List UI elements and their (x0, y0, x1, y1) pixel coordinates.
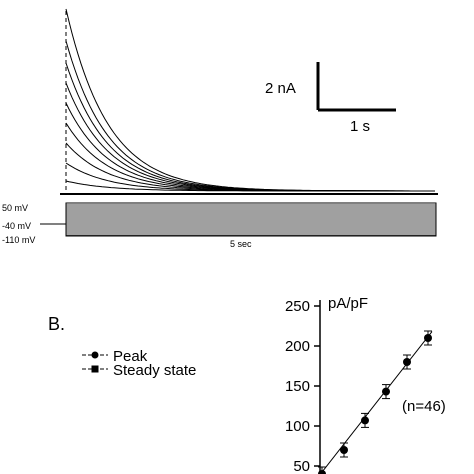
peak-point (340, 446, 348, 454)
legend-peak-label: Peak (113, 348, 148, 365)
peak-point (318, 470, 326, 474)
y-tick-label: 150 (285, 378, 310, 395)
peak-point (403, 358, 411, 366)
current-trace (65, 82, 435, 192)
y-axis-label: pA/pF (328, 295, 368, 312)
error-bar (318, 466, 326, 474)
fit-line (319, 331, 433, 474)
current-trace (65, 62, 435, 192)
y-tick-label: 250 (285, 298, 310, 315)
voltage-label-bottom: -110 mV (2, 235, 35, 245)
current-scale-label: 2 nA (265, 80, 296, 97)
peak-points (318, 330, 432, 474)
panel-b-label: B. (48, 314, 65, 334)
legend-steady-label: Steady state (113, 362, 196, 379)
peak-point (382, 387, 390, 396)
legend-peak-marker (91, 351, 99, 359)
y-tick-label: 50 (293, 458, 310, 474)
y-tick-label: 100 (285, 418, 310, 435)
peak-point (424, 334, 432, 342)
panel-b: B. Peak Steady state 250 200 150 100 50 pA/p… (48, 295, 446, 474)
protocol-frame (65, 202, 437, 237)
time-scale-label: 1 s (350, 118, 370, 135)
y-axis-ticks: 250 200 150 100 50 (285, 298, 320, 474)
peak-point (361, 416, 369, 425)
voltage-protocol: 50 mV -40 mV -110 mV 5 sec (2, 202, 437, 249)
voltage-label-holding: -40 mV (2, 221, 31, 231)
y-tick-label: 200 (285, 338, 310, 355)
current-trace (65, 180, 435, 192)
panel-a: 2 nA 1 s 50 mV -40 mV -110 mV 5 sec (2, 8, 438, 249)
legend: Peak Steady state (82, 348, 196, 379)
protocol-duration-label: 5 sec (230, 239, 252, 249)
current-traces (65, 8, 435, 192)
current-trace (65, 40, 435, 192)
legend-steady-marker (91, 365, 99, 373)
linear-fit (319, 331, 433, 474)
sample-size-annotation: (n=46) (402, 398, 446, 415)
protocol-steps (66, 204, 436, 236)
voltage-label-top: 50 mV (2, 203, 28, 213)
scale-bar: 2 nA 1 s (265, 62, 396, 135)
current-trace (65, 8, 435, 192)
